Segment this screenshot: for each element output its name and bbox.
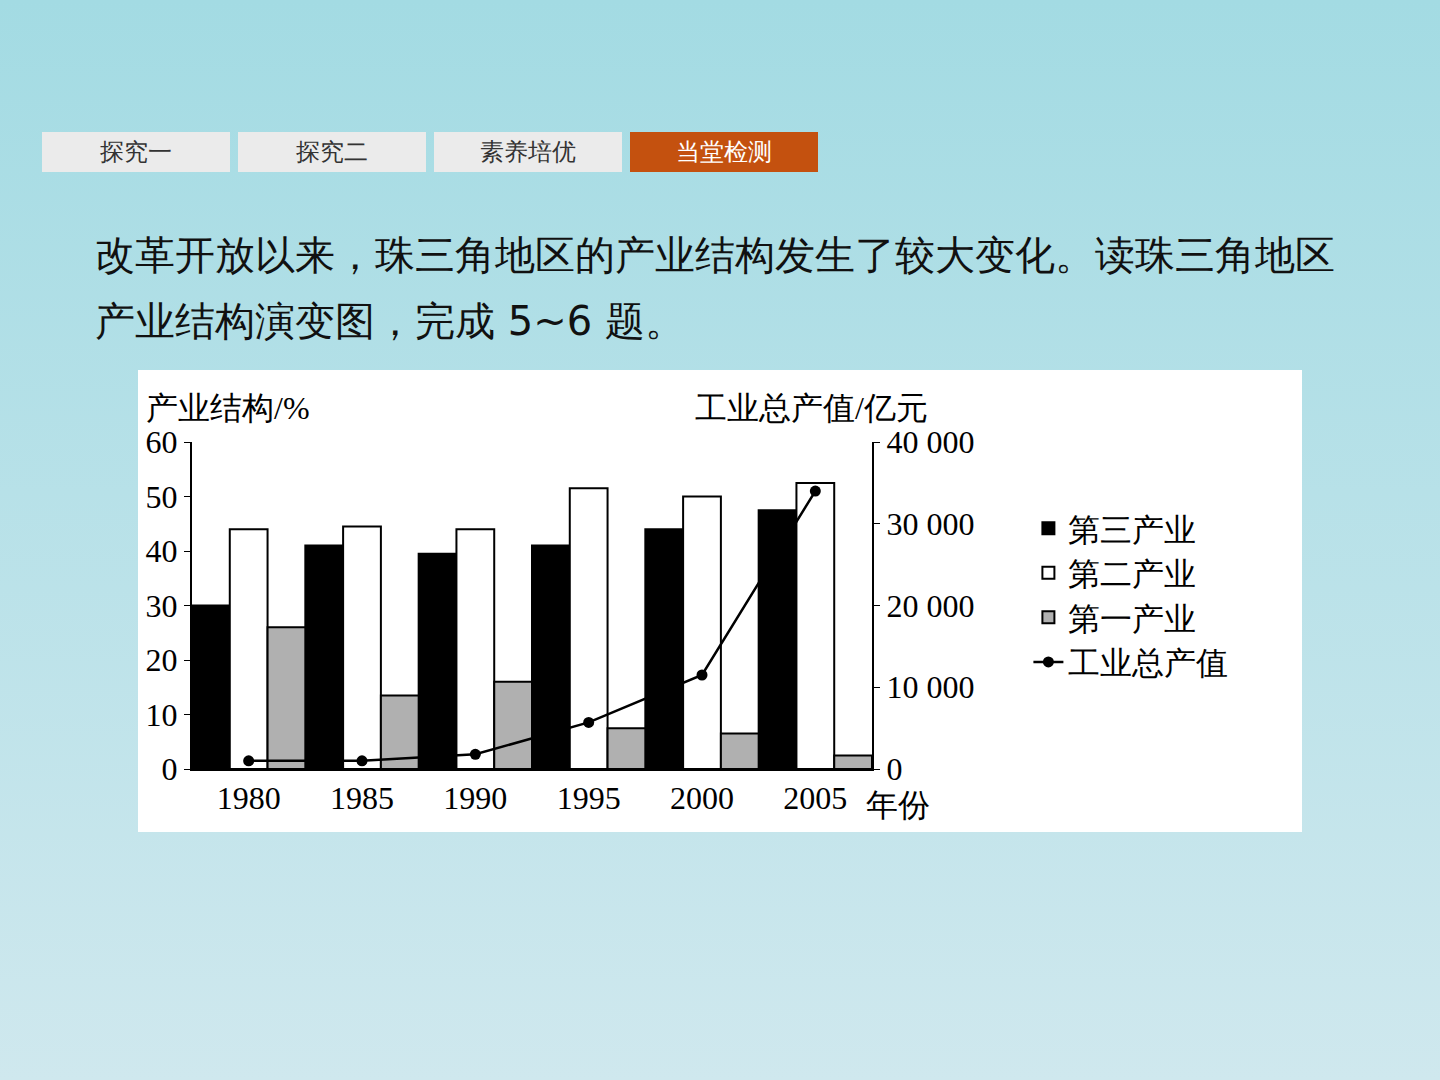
svg-text:1985: 1985 (330, 780, 394, 816)
html-text:探究一: 探究一 (100, 138, 172, 166)
svg-text:60: 60 (146, 424, 178, 460)
svg-text:第二产业: 第二产业 (1068, 556, 1196, 592)
svg-text:10 000: 10 000 (886, 669, 974, 705)
svg-text:0: 0 (886, 751, 902, 787)
html-text:当堂检测: 当堂检测 (676, 138, 772, 166)
svg-text:20: 20 (146, 642, 178, 678)
svg-text:30: 30 (146, 588, 178, 624)
svg-text:0: 0 (162, 751, 178, 787)
svg-text:工业总产值: 工业总产值 (1068, 645, 1228, 681)
svg-text:50: 50 (146, 479, 178, 515)
svg-text:2000: 2000 (670, 780, 734, 816)
svg-text:第一产业: 第一产业 (1068, 601, 1196, 637)
svg-text:1980: 1980 (217, 780, 281, 816)
svg-text:产业结构/%: 产业结构/% (146, 390, 310, 426)
svg-text:40: 40 (146, 533, 178, 569)
svg-text:1990: 1990 (443, 780, 507, 816)
html-text:素养培优: 素养培优 (480, 138, 576, 166)
svg-text:40 000: 40 000 (886, 424, 974, 460)
svg-text:2005: 2005 (783, 780, 847, 816)
html-text:改革开放以来，珠三角地区的产业结构发生了较大变化。读珠三角地: 改革开放以来，珠三角地区的产业结构发生了较大变化。读珠三角地区产业结构演变图，完… (95, 232, 1335, 344)
svg-text:第三产业: 第三产业 (1068, 512, 1196, 548)
svg-text:10: 10 (146, 697, 178, 733)
svg-text:工业总产值/亿元: 工业总产值/亿元 (695, 390, 928, 426)
svg-text:30 000: 30 000 (886, 506, 974, 542)
svg-text:20 000: 20 000 (886, 588, 974, 624)
html-text:探究二: 探究二 (296, 138, 368, 166)
svg-text:1995: 1995 (557, 780, 621, 816)
svg-text:年份: 年份 (866, 787, 930, 823)
